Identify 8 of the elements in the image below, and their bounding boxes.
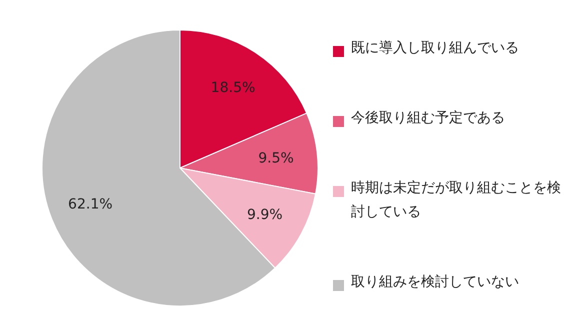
legend-label: 今後取り組む予定である: [351, 110, 505, 126]
legend-label: 時期は未定だが取り組むことを検討している: [351, 180, 561, 220]
legend-label: 既に導入し取り組んでいる: [351, 40, 519, 56]
data-label: 9.5%: [258, 150, 294, 166]
legend-label: 取り組みを検討していない: [351, 274, 519, 290]
data-label: 9.9%: [247, 207, 283, 224]
data-label: 18.5%: [210, 80, 256, 96]
data-label: 62.1%: [68, 196, 113, 213]
